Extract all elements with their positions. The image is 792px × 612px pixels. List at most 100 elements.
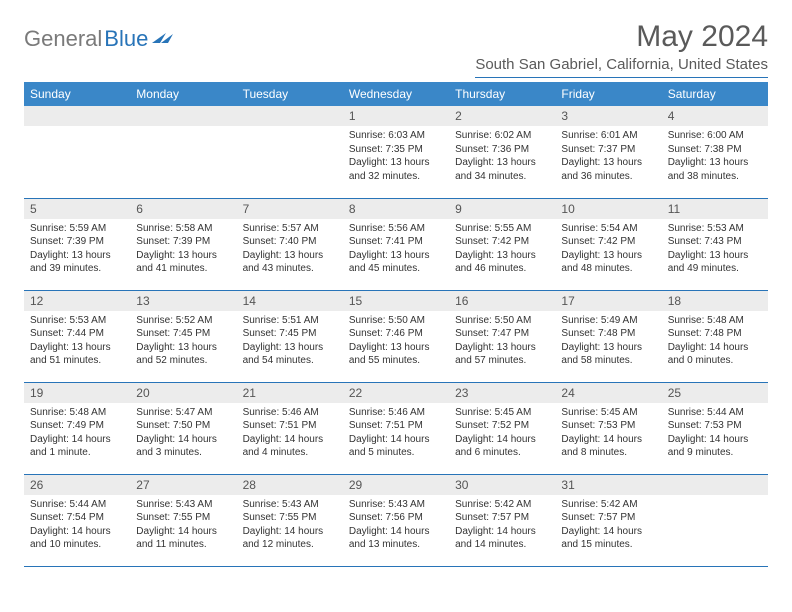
- day-cell: 21Sunrise: 5:46 AMSunset: 7:51 PMDayligh…: [237, 382, 343, 474]
- flag-icon: [152, 29, 174, 50]
- day-cell: [662, 474, 768, 566]
- day-cell: 7Sunrise: 5:57 AMSunset: 7:40 PMDaylight…: [237, 198, 343, 290]
- day-number: 30: [449, 475, 555, 495]
- day-cell: 27Sunrise: 5:43 AMSunset: 7:55 PMDayligh…: [130, 474, 236, 566]
- daylight-line: Daylight: 13 hours and 36 minutes.: [561, 156, 655, 183]
- sunrise-line: Sunrise: 5:58 AM: [136, 222, 230, 236]
- daylight-line: Daylight: 14 hours and 6 minutes.: [455, 433, 549, 460]
- week-row: 5Sunrise: 5:59 AMSunset: 7:39 PMDaylight…: [24, 198, 768, 290]
- weekday-wednesday: Wednesday: [343, 82, 449, 106]
- sunset-line: Sunset: 7:35 PM: [349, 143, 443, 157]
- day-number: 10: [555, 199, 661, 219]
- page: GeneralBlue May 2024 South San Gabriel, …: [0, 0, 792, 587]
- sunrise-line: Sunrise: 5:46 AM: [243, 406, 337, 420]
- day-details: Sunrise: 5:43 AMSunset: 7:55 PMDaylight:…: [237, 495, 343, 558]
- day-cell: 15Sunrise: 5:50 AMSunset: 7:46 PMDayligh…: [343, 290, 449, 382]
- day-details: Sunrise: 5:56 AMSunset: 7:41 PMDaylight:…: [343, 219, 449, 282]
- day-cell: 1Sunrise: 6:03 AMSunset: 7:35 PMDaylight…: [343, 106, 449, 198]
- day-details: Sunrise: 5:55 AMSunset: 7:42 PMDaylight:…: [449, 219, 555, 282]
- sunset-line: Sunset: 7:46 PM: [349, 327, 443, 341]
- day-cell: 2Sunrise: 6:02 AMSunset: 7:36 PMDaylight…: [449, 106, 555, 198]
- daylight-line: Daylight: 13 hours and 57 minutes.: [455, 341, 549, 368]
- day-cell: 23Sunrise: 5:45 AMSunset: 7:52 PMDayligh…: [449, 382, 555, 474]
- sunset-line: Sunset: 7:36 PM: [455, 143, 549, 157]
- day-number: 11: [662, 199, 768, 219]
- day-cell: 3Sunrise: 6:01 AMSunset: 7:37 PMDaylight…: [555, 106, 661, 198]
- calendar-table: SundayMondayTuesdayWednesdayThursdayFrid…: [24, 82, 768, 567]
- daylight-line: Daylight: 13 hours and 45 minutes.: [349, 249, 443, 276]
- day-number: 9: [449, 199, 555, 219]
- header: GeneralBlue May 2024 South San Gabriel, …: [24, 20, 768, 78]
- logo-word2: Blue: [104, 26, 148, 52]
- sunrise-line: Sunrise: 5:50 AM: [349, 314, 443, 328]
- daylight-line: Daylight: 13 hours and 32 minutes.: [349, 156, 443, 183]
- day-cell: 26Sunrise: 5:44 AMSunset: 7:54 PMDayligh…: [24, 474, 130, 566]
- daylight-line: Daylight: 14 hours and 1 minute.: [30, 433, 124, 460]
- sunset-line: Sunset: 7:55 PM: [136, 511, 230, 525]
- sunset-line: Sunset: 7:42 PM: [561, 235, 655, 249]
- daylight-line: Daylight: 14 hours and 4 minutes.: [243, 433, 337, 460]
- day-details: Sunrise: 5:50 AMSunset: 7:47 PMDaylight:…: [449, 311, 555, 374]
- day-cell: 17Sunrise: 5:49 AMSunset: 7:48 PMDayligh…: [555, 290, 661, 382]
- sunset-line: Sunset: 7:45 PM: [243, 327, 337, 341]
- sunrise-line: Sunrise: 5:57 AM: [243, 222, 337, 236]
- day-details: Sunrise: 5:43 AMSunset: 7:55 PMDaylight:…: [130, 495, 236, 558]
- day-cell: 4Sunrise: 6:00 AMSunset: 7:38 PMDaylight…: [662, 106, 768, 198]
- day-details: Sunrise: 5:57 AMSunset: 7:40 PMDaylight:…: [237, 219, 343, 282]
- sunrise-line: Sunrise: 5:53 AM: [30, 314, 124, 328]
- day-number: 28: [237, 475, 343, 495]
- day-details: Sunrise: 5:53 AMSunset: 7:43 PMDaylight:…: [662, 219, 768, 282]
- sunrise-line: Sunrise: 5:53 AM: [668, 222, 762, 236]
- day-cell: 22Sunrise: 5:46 AMSunset: 7:51 PMDayligh…: [343, 382, 449, 474]
- weekday-monday: Monday: [130, 82, 236, 106]
- daylight-line: Daylight: 13 hours and 46 minutes.: [455, 249, 549, 276]
- day-number: 26: [24, 475, 130, 495]
- weekday-friday: Friday: [555, 82, 661, 106]
- daylight-line: Daylight: 14 hours and 0 minutes.: [668, 341, 762, 368]
- sunrise-line: Sunrise: 5:46 AM: [349, 406, 443, 420]
- day-details: Sunrise: 5:42 AMSunset: 7:57 PMDaylight:…: [555, 495, 661, 558]
- sunrise-line: Sunrise: 5:42 AM: [455, 498, 549, 512]
- day-number: 22: [343, 383, 449, 403]
- logo: GeneralBlue: [24, 20, 174, 52]
- day-details: Sunrise: 5:50 AMSunset: 7:46 PMDaylight:…: [343, 311, 449, 374]
- weekday-saturday: Saturday: [662, 82, 768, 106]
- sunrise-line: Sunrise: 6:02 AM: [455, 129, 549, 143]
- day-number: 8: [343, 199, 449, 219]
- day-details: Sunrise: 5:53 AMSunset: 7:44 PMDaylight:…: [24, 311, 130, 374]
- day-number: 13: [130, 291, 236, 311]
- day-details: Sunrise: 5:44 AMSunset: 7:53 PMDaylight:…: [662, 403, 768, 466]
- daylight-line: Daylight: 13 hours and 38 minutes.: [668, 156, 762, 183]
- day-details: Sunrise: 5:45 AMSunset: 7:52 PMDaylight:…: [449, 403, 555, 466]
- day-number: 4: [662, 106, 768, 126]
- location: South San Gabriel, California, United St…: [475, 56, 768, 78]
- month-title: May 2024: [475, 20, 768, 54]
- sunset-line: Sunset: 7:37 PM: [561, 143, 655, 157]
- sunset-line: Sunset: 7:52 PM: [455, 419, 549, 433]
- sunrise-line: Sunrise: 5:56 AM: [349, 222, 443, 236]
- daylight-line: Daylight: 14 hours and 5 minutes.: [349, 433, 443, 460]
- daylight-line: Daylight: 14 hours and 15 minutes.: [561, 525, 655, 552]
- day-cell: 12Sunrise: 5:53 AMSunset: 7:44 PMDayligh…: [24, 290, 130, 382]
- day-number: 16: [449, 291, 555, 311]
- sunrise-line: Sunrise: 5:44 AM: [668, 406, 762, 420]
- sunset-line: Sunset: 7:53 PM: [561, 419, 655, 433]
- sunset-line: Sunset: 7:48 PM: [668, 327, 762, 341]
- day-number: 21: [237, 383, 343, 403]
- day-number: 31: [555, 475, 661, 495]
- day-cell: 18Sunrise: 5:48 AMSunset: 7:48 PMDayligh…: [662, 290, 768, 382]
- day-cell: 9Sunrise: 5:55 AMSunset: 7:42 PMDaylight…: [449, 198, 555, 290]
- day-number: 1: [343, 106, 449, 126]
- sunrise-line: Sunrise: 5:42 AM: [561, 498, 655, 512]
- daylight-line: Daylight: 14 hours and 12 minutes.: [243, 525, 337, 552]
- day-details: Sunrise: 5:52 AMSunset: 7:45 PMDaylight:…: [130, 311, 236, 374]
- sunrise-line: Sunrise: 5:50 AM: [455, 314, 549, 328]
- weekday-row: SundayMondayTuesdayWednesdayThursdayFrid…: [24, 82, 768, 106]
- day-number: 23: [449, 383, 555, 403]
- sunrise-line: Sunrise: 5:43 AM: [349, 498, 443, 512]
- day-cell: 6Sunrise: 5:58 AMSunset: 7:39 PMDaylight…: [130, 198, 236, 290]
- sunrise-line: Sunrise: 6:01 AM: [561, 129, 655, 143]
- day-cell: 29Sunrise: 5:43 AMSunset: 7:56 PMDayligh…: [343, 474, 449, 566]
- empty-day: [130, 106, 236, 126]
- day-cell: 31Sunrise: 5:42 AMSunset: 7:57 PMDayligh…: [555, 474, 661, 566]
